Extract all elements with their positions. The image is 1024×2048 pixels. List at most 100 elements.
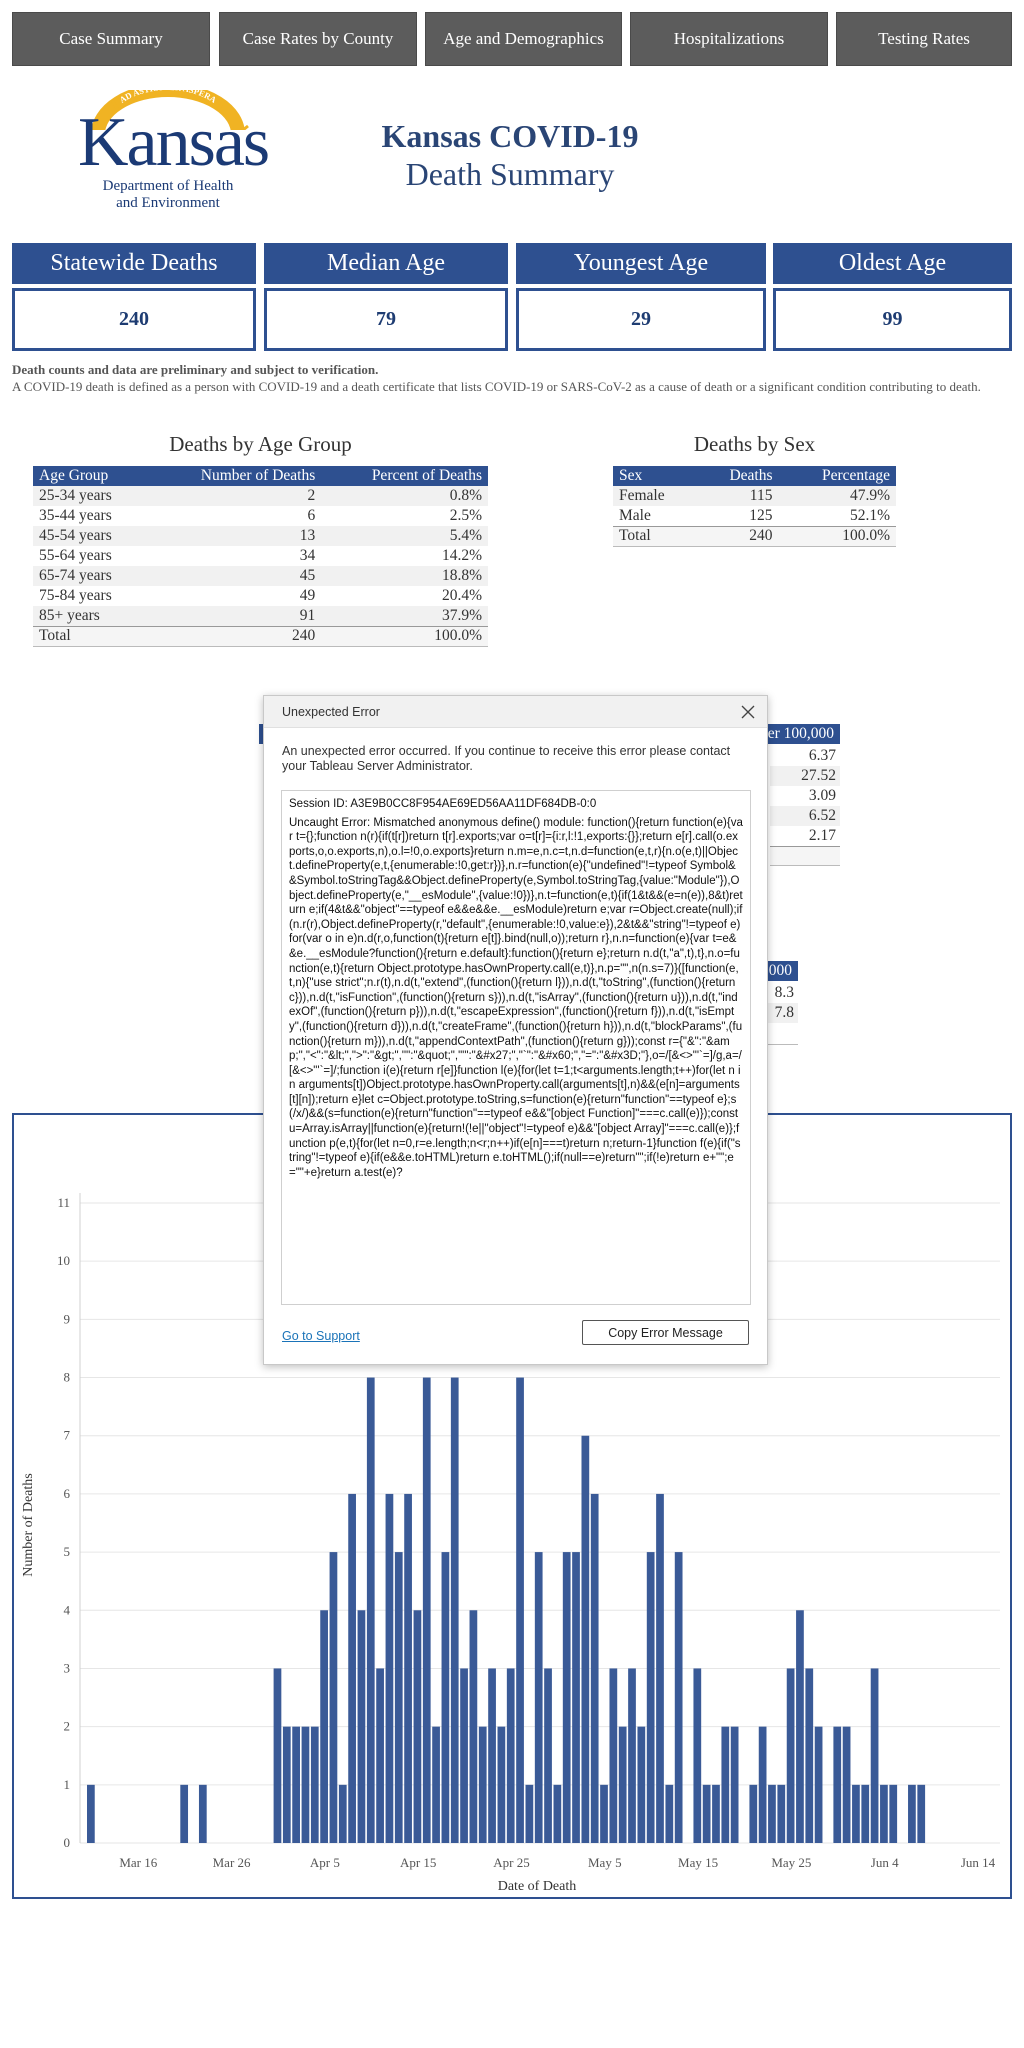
tab-testing-rates[interactable]: Testing Rates: [836, 12, 1012, 66]
col-header: Deaths: [697, 466, 779, 486]
bar: [385, 1493, 394, 1843]
copy-error-message-button[interactable]: Copy Error Message: [582, 1320, 749, 1345]
tab-case-rates-by-county[interactable]: Case Rates by County: [219, 12, 417, 66]
ethnicity-table-header-fragment: 000: [768, 961, 798, 981]
error-details-box[interactable]: Session ID: A3E9B0CC8F954AE69ED56AA11DF6…: [281, 790, 751, 1305]
y-tick-label: 7: [64, 1428, 71, 1443]
bar: [534, 1552, 543, 1843]
bar: [180, 1784, 189, 1843]
race-rate-cell: 2.17: [808, 827, 836, 844]
bar: [310, 1726, 319, 1843]
col-header: Sex: [613, 466, 698, 486]
x-tick-label: Apr 5: [310, 1855, 340, 1870]
x-tick-label: May 15: [678, 1855, 718, 1870]
bar: [488, 1668, 496, 1843]
bar: [908, 1784, 916, 1843]
bar: [646, 1552, 655, 1843]
close-icon[interactable]: [739, 703, 757, 721]
page-subtitle: Death Summary: [405, 156, 615, 192]
bar: [329, 1552, 338, 1843]
page-title: Kansas COVID-19: [381, 118, 639, 154]
bar: [497, 1726, 506, 1843]
bar: [618, 1726, 627, 1843]
bar: [273, 1668, 282, 1843]
y-tick-label: 11: [57, 1195, 70, 1210]
stat-value-youngest-age: 29: [516, 288, 766, 351]
bar: [880, 1784, 888, 1843]
bar: [478, 1726, 487, 1843]
bar: [842, 1726, 851, 1843]
bar: [833, 1726, 842, 1843]
bar: [87, 1784, 95, 1843]
dialog-title: Unexpected Error: [264, 696, 767, 728]
bar: [544, 1668, 552, 1843]
ethnicity-rate-cell: 7.8: [768, 1003, 798, 1023]
bar: [814, 1726, 823, 1843]
stat-label-youngest-age: Youngest Age: [516, 243, 766, 284]
bar: [572, 1552, 580, 1843]
x-tick-label: May 5: [588, 1855, 622, 1870]
sex-table: Sex Deaths Percentage Female 115 47.9% Mal…: [613, 466, 896, 547]
bar: [600, 1784, 608, 1843]
ethnicity-total-edge: [768, 1044, 798, 1045]
bar: [581, 1435, 590, 1843]
bar: [404, 1493, 412, 1843]
bar: [460, 1668, 468, 1843]
x-axis-label: Date of Death: [498, 1879, 577, 1894]
bar: [712, 1784, 720, 1843]
table-total-row: Total 240 100.0%: [33, 625, 488, 647]
race-rate-cell: 3.09: [808, 787, 836, 804]
stat-label-oldest-age: Oldest Age: [773, 243, 1012, 284]
col-header: Percent of Deaths: [321, 466, 488, 486]
bar: [338, 1784, 347, 1843]
bar: [777, 1784, 786, 1843]
stat-value-median-age: 79: [264, 288, 508, 351]
session-id: Session ID: A3E9B0CC8F954AE69ED56AA11DF6…: [289, 798, 597, 810]
tab-age-and-demographics[interactable]: Age and Demographics: [425, 12, 622, 66]
table-row: 85+ years 91 37.9%: [33, 606, 488, 626]
bar: [628, 1668, 636, 1843]
race-rate-cell: 27.52: [770, 766, 840, 786]
y-tick-label: 0: [64, 1835, 71, 1850]
table-total-row: Total 240 100.0%: [613, 525, 896, 547]
bar: [674, 1552, 683, 1843]
x-tick-label: Jun 14: [961, 1855, 996, 1870]
bar: [469, 1610, 478, 1843]
bar: [198, 1784, 207, 1843]
x-tick-label: Jun 4: [871, 1855, 899, 1870]
bar: [656, 1493, 664, 1843]
bar: [805, 1668, 814, 1843]
bar: [665, 1784, 674, 1843]
bar: [516, 1377, 524, 1843]
error-dialog: Unexpected Error An unexpected error occ…: [263, 695, 768, 1365]
y-tick-label: 3: [64, 1660, 71, 1675]
bar: [553, 1784, 562, 1843]
table-row: 45-54 years 13 5.4%: [33, 526, 488, 546]
error-stack-text: Uncaught Error: Mismatched anonymous def…: [289, 816, 743, 1179]
bar: [637, 1726, 646, 1843]
bar: [320, 1610, 328, 1843]
death-definition: A COVID-19 death is defined as a person …: [12, 379, 981, 394]
bar: [870, 1668, 879, 1843]
tab-hospitalizations[interactable]: Hospitalizations: [630, 12, 828, 66]
tab-case-summary[interactable]: Case Summary: [12, 12, 210, 66]
table-row: Female 115 47.9%: [613, 486, 896, 506]
y-tick-label: 10: [57, 1253, 70, 1268]
bar: [301, 1726, 310, 1843]
top-nav: Case Summary Case Rates by County Age an…: [12, 12, 1012, 66]
bar: [796, 1610, 804, 1843]
age-table: Age Group Number of Deaths Percent of De…: [33, 466, 488, 647]
y-tick-label: 2: [64, 1719, 71, 1734]
bar: [749, 1784, 758, 1843]
bar: [506, 1668, 515, 1843]
bar: [366, 1377, 375, 1843]
table-row: 35-44 years 6 2.5%: [39, 507, 482, 524]
bar: [758, 1726, 767, 1843]
go-to-support-link[interactable]: Go to Support: [282, 1329, 360, 1343]
dialog-message: An unexpected error occurred. If you con…: [282, 744, 731, 773]
stat-label-statewide-deaths: Statewide Deaths: [12, 243, 256, 284]
bar: [693, 1668, 702, 1843]
bar: [562, 1552, 571, 1843]
